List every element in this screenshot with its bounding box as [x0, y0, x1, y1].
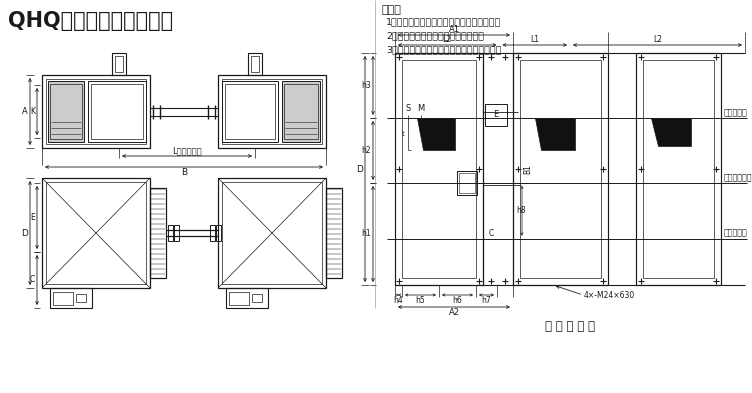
Text: 3、卷扬机支撑形式为两支点和三支点两种。: 3、卷扬机支撑形式为两支点和三支点两种。	[386, 45, 502, 54]
Bar	[457, 171, 477, 195]
Text: 说明：: 说明：	[382, 5, 402, 15]
Bar	[168, 225, 173, 241]
Bar	[229, 292, 249, 305]
Bar	[76, 294, 86, 302]
Text: D: D	[21, 228, 28, 237]
Bar	[112, 53, 126, 75]
Text: M: M	[417, 104, 425, 113]
Text: h2: h2	[362, 146, 371, 155]
Text: 1、主要用于水利水电工程中启闭弧型闸门。: 1、主要用于水利水电工程中启闭弧型闸门。	[386, 17, 502, 26]
Bar	[252, 294, 262, 302]
Bar	[48, 81, 84, 142]
Bar	[226, 288, 268, 308]
Text: L吊点中心距: L吊点中心距	[172, 146, 202, 155]
Text: K: K	[30, 107, 35, 116]
Bar	[218, 75, 326, 148]
Bar	[643, 60, 714, 278]
Bar	[50, 288, 92, 308]
Text: E: E	[30, 213, 35, 222]
Bar	[485, 104, 507, 126]
Text: 卷筒中心线: 卷筒中心线	[724, 108, 747, 117]
Bar	[459, 173, 475, 193]
Bar	[513, 53, 608, 285]
Text: B: B	[181, 168, 187, 177]
Bar	[150, 188, 166, 278]
Text: 电机中心线: 电机中心线	[724, 229, 747, 238]
Bar	[251, 56, 259, 72]
Bar	[225, 84, 275, 139]
Text: 中间轴中心线: 中间轴中心线	[724, 173, 752, 182]
Text: h6: h6	[453, 296, 462, 305]
Bar	[53, 292, 73, 305]
Bar	[42, 75, 150, 148]
Polygon shape	[535, 118, 575, 150]
Text: C: C	[488, 230, 493, 239]
Bar	[222, 79, 322, 144]
Text: 2、启闭闸门时，水流平顺，震动小。: 2、启闭闸门时，水流平顺，震动小。	[386, 31, 484, 40]
Bar	[88, 81, 146, 142]
Text: A2: A2	[448, 308, 459, 317]
Bar	[222, 182, 322, 284]
Polygon shape	[651, 118, 691, 146]
Text: S: S	[405, 104, 411, 113]
Bar	[46, 182, 146, 284]
Text: L2: L2	[443, 35, 452, 44]
Bar	[248, 53, 262, 75]
Bar	[46, 79, 146, 144]
Text: h4: h4	[393, 296, 403, 305]
Text: QHQ型弧门卷扬式启闭机: QHQ型弧门卷扬式启闭机	[8, 11, 173, 31]
Bar	[210, 225, 215, 241]
Bar	[282, 81, 320, 142]
Text: L1: L1	[530, 35, 539, 44]
Bar	[115, 56, 123, 72]
Text: B1: B1	[523, 164, 532, 174]
Bar	[42, 178, 150, 288]
Bar	[50, 84, 82, 139]
Text: A: A	[23, 107, 28, 116]
Polygon shape	[417, 118, 455, 150]
Text: L2: L2	[653, 35, 662, 44]
Text: E: E	[493, 110, 499, 119]
Text: h5: h5	[416, 296, 426, 305]
Bar	[91, 84, 143, 139]
Bar	[402, 60, 476, 278]
Text: t: t	[402, 131, 405, 137]
Bar	[222, 81, 278, 142]
Bar	[326, 188, 342, 278]
Text: h7: h7	[481, 296, 491, 305]
Bar	[284, 84, 318, 139]
Text: A1: A1	[448, 25, 459, 34]
Text: D: D	[356, 165, 363, 173]
Text: C: C	[30, 275, 35, 285]
Bar	[174, 225, 179, 241]
Bar	[216, 225, 221, 241]
Bar	[520, 60, 601, 278]
Bar	[218, 178, 326, 288]
Text: 4×-M24×630: 4×-M24×630	[584, 290, 635, 299]
Text: 基 础 布 置 图: 基 础 布 置 图	[545, 321, 595, 334]
Text: h8: h8	[516, 206, 526, 215]
Text: h1: h1	[362, 230, 371, 239]
Bar	[636, 53, 721, 285]
Bar	[395, 53, 483, 285]
Text: h3: h3	[361, 81, 371, 90]
